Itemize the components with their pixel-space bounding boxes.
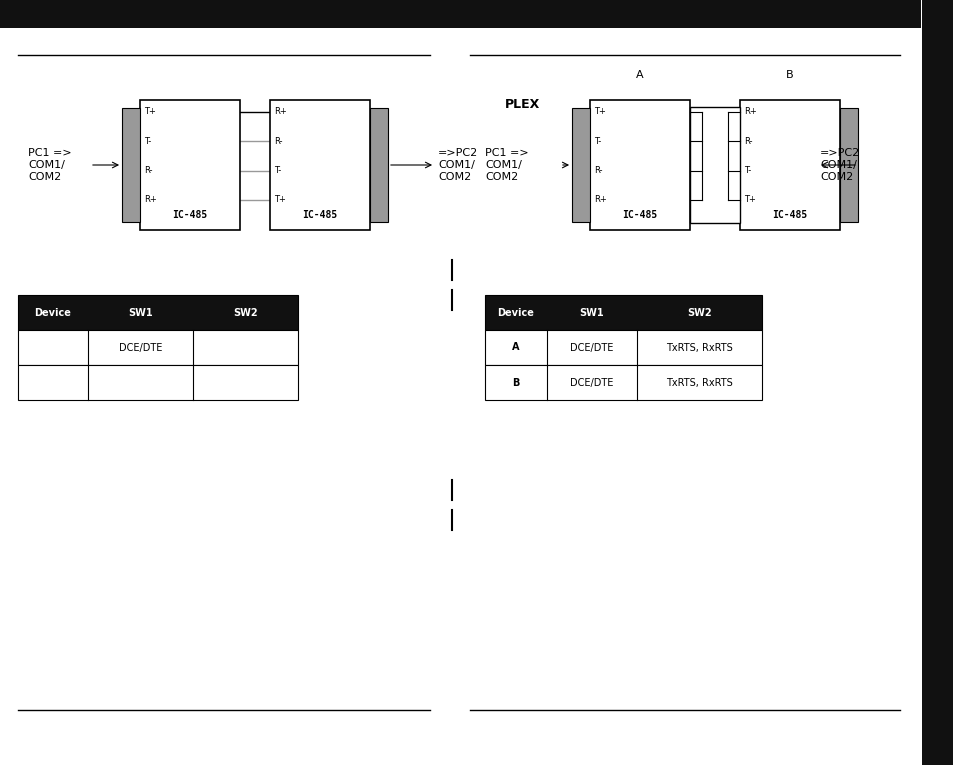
Text: SW2: SW2 bbox=[686, 308, 711, 317]
Text: T-: T- bbox=[144, 137, 152, 146]
Text: PC1 =>
COM1/
COM2: PC1 => COM1/ COM2 bbox=[28, 148, 71, 181]
Text: SW1: SW1 bbox=[579, 308, 603, 317]
Bar bbox=[18, 295, 297, 330]
Bar bbox=[484, 295, 761, 330]
Bar bbox=[840, 108, 857, 222]
Bar bbox=[18, 330, 297, 365]
Text: DCE/DTE: DCE/DTE bbox=[119, 343, 162, 353]
Text: Device: Device bbox=[497, 308, 534, 317]
Bar bbox=[140, 100, 240, 230]
Text: TxRTS, RxRTS: TxRTS, RxRTS bbox=[665, 377, 732, 388]
Bar bbox=[122, 108, 140, 222]
Text: R+: R+ bbox=[274, 108, 287, 116]
Bar bbox=[18, 365, 297, 400]
Text: TxRTS, RxRTS: TxRTS, RxRTS bbox=[665, 343, 732, 353]
Bar bbox=[0, 0, 920, 28]
Text: R+: R+ bbox=[743, 108, 756, 116]
Bar bbox=[740, 100, 840, 230]
Text: A: A bbox=[512, 343, 519, 353]
Bar bbox=[370, 108, 388, 222]
Text: R-: R- bbox=[274, 137, 282, 146]
Text: T-: T- bbox=[743, 166, 750, 175]
Text: SW1: SW1 bbox=[128, 308, 152, 317]
Text: PC1 =>
COM1/
COM2: PC1 => COM1/ COM2 bbox=[484, 148, 528, 181]
Bar bbox=[484, 330, 761, 365]
Text: SW2: SW2 bbox=[233, 308, 257, 317]
Text: R-: R- bbox=[144, 166, 152, 175]
Bar bbox=[689, 108, 740, 223]
Bar bbox=[572, 108, 589, 222]
Text: T+: T+ bbox=[743, 196, 755, 204]
Text: =>PC2
COM1/
COM2: =>PC2 COM1/ COM2 bbox=[437, 148, 477, 181]
Text: =>PC2
COM1/
COM2: =>PC2 COM1/ COM2 bbox=[820, 148, 860, 181]
Text: T-: T- bbox=[274, 166, 281, 175]
Text: B: B bbox=[512, 377, 519, 388]
Text: Device: Device bbox=[34, 308, 71, 317]
Text: IC-485: IC-485 bbox=[302, 210, 337, 220]
Bar bbox=[921, 0, 953, 765]
Text: R-: R- bbox=[743, 137, 752, 146]
Text: IC-485: IC-485 bbox=[172, 210, 208, 220]
Bar bbox=[484, 365, 761, 400]
Text: DCE/DTE: DCE/DTE bbox=[570, 377, 613, 388]
Text: DCE/DTE: DCE/DTE bbox=[570, 343, 613, 353]
Text: R-: R- bbox=[594, 166, 602, 175]
Text: R+: R+ bbox=[144, 196, 156, 204]
Text: T+: T+ bbox=[594, 108, 605, 116]
Text: IC-485: IC-485 bbox=[772, 210, 807, 220]
Text: A: A bbox=[636, 70, 643, 80]
Text: PLEX: PLEX bbox=[504, 99, 539, 112]
Bar bbox=[270, 100, 370, 230]
Text: T+: T+ bbox=[274, 196, 286, 204]
Text: B: B bbox=[785, 70, 793, 80]
Bar bbox=[589, 100, 689, 230]
Text: R+: R+ bbox=[594, 196, 606, 204]
Text: IC-485: IC-485 bbox=[621, 210, 657, 220]
Text: T+: T+ bbox=[144, 108, 155, 116]
Text: T-: T- bbox=[594, 137, 600, 146]
